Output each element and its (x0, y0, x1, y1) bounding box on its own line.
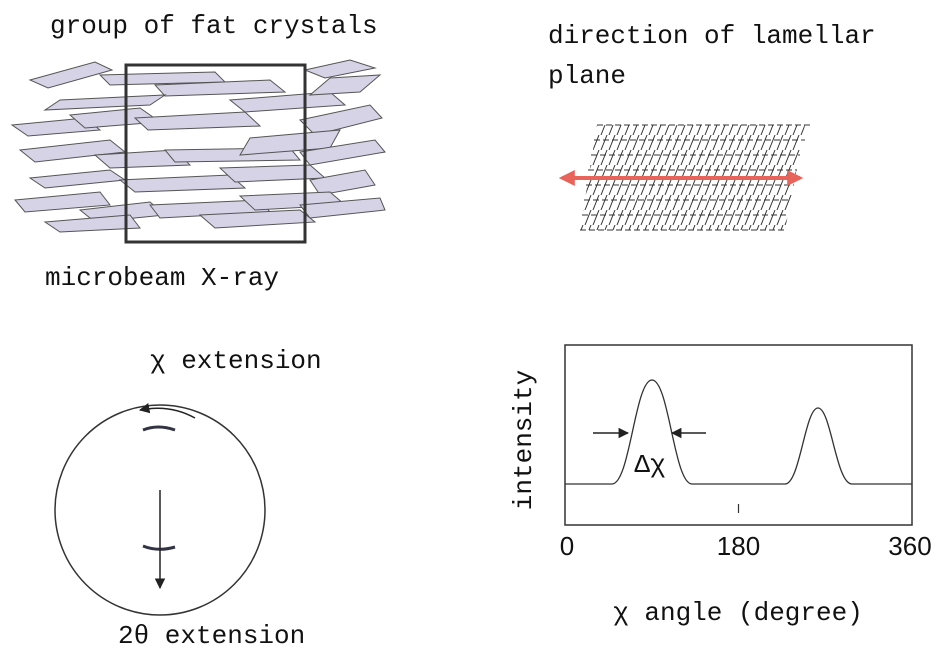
x-tick-label: 0 (560, 531, 574, 561)
lamellar-title-line: plane (548, 61, 626, 91)
two-theta-extension-label: 2θ extension (118, 621, 305, 651)
crystal-flakes (12, 60, 385, 232)
lamellar-title-line: direction of lamellar (548, 21, 876, 51)
x-axis-label: χ angle (degree) (613, 598, 863, 628)
y-axis-label: intensity (509, 370, 539, 510)
diffraction-arc (143, 427, 175, 430)
x-tick-label: 360 (888, 531, 931, 561)
width-label: Δχ (634, 450, 665, 480)
chi-arrow (140, 408, 195, 418)
x-axis: 0 180 360 (560, 504, 932, 561)
crystals-title: group of fat crystals (50, 11, 378, 41)
diffraction-arc (143, 546, 175, 549)
beam-caption: microbeam X-ray (45, 263, 279, 293)
intensity-curve (565, 380, 912, 484)
figure: group of fat crystals microbeam X-ray di… (0, 0, 942, 653)
chi-extension-label: χ extension (150, 346, 322, 376)
x-tick-label: 180 (717, 531, 760, 561)
plot-frame (565, 345, 912, 525)
